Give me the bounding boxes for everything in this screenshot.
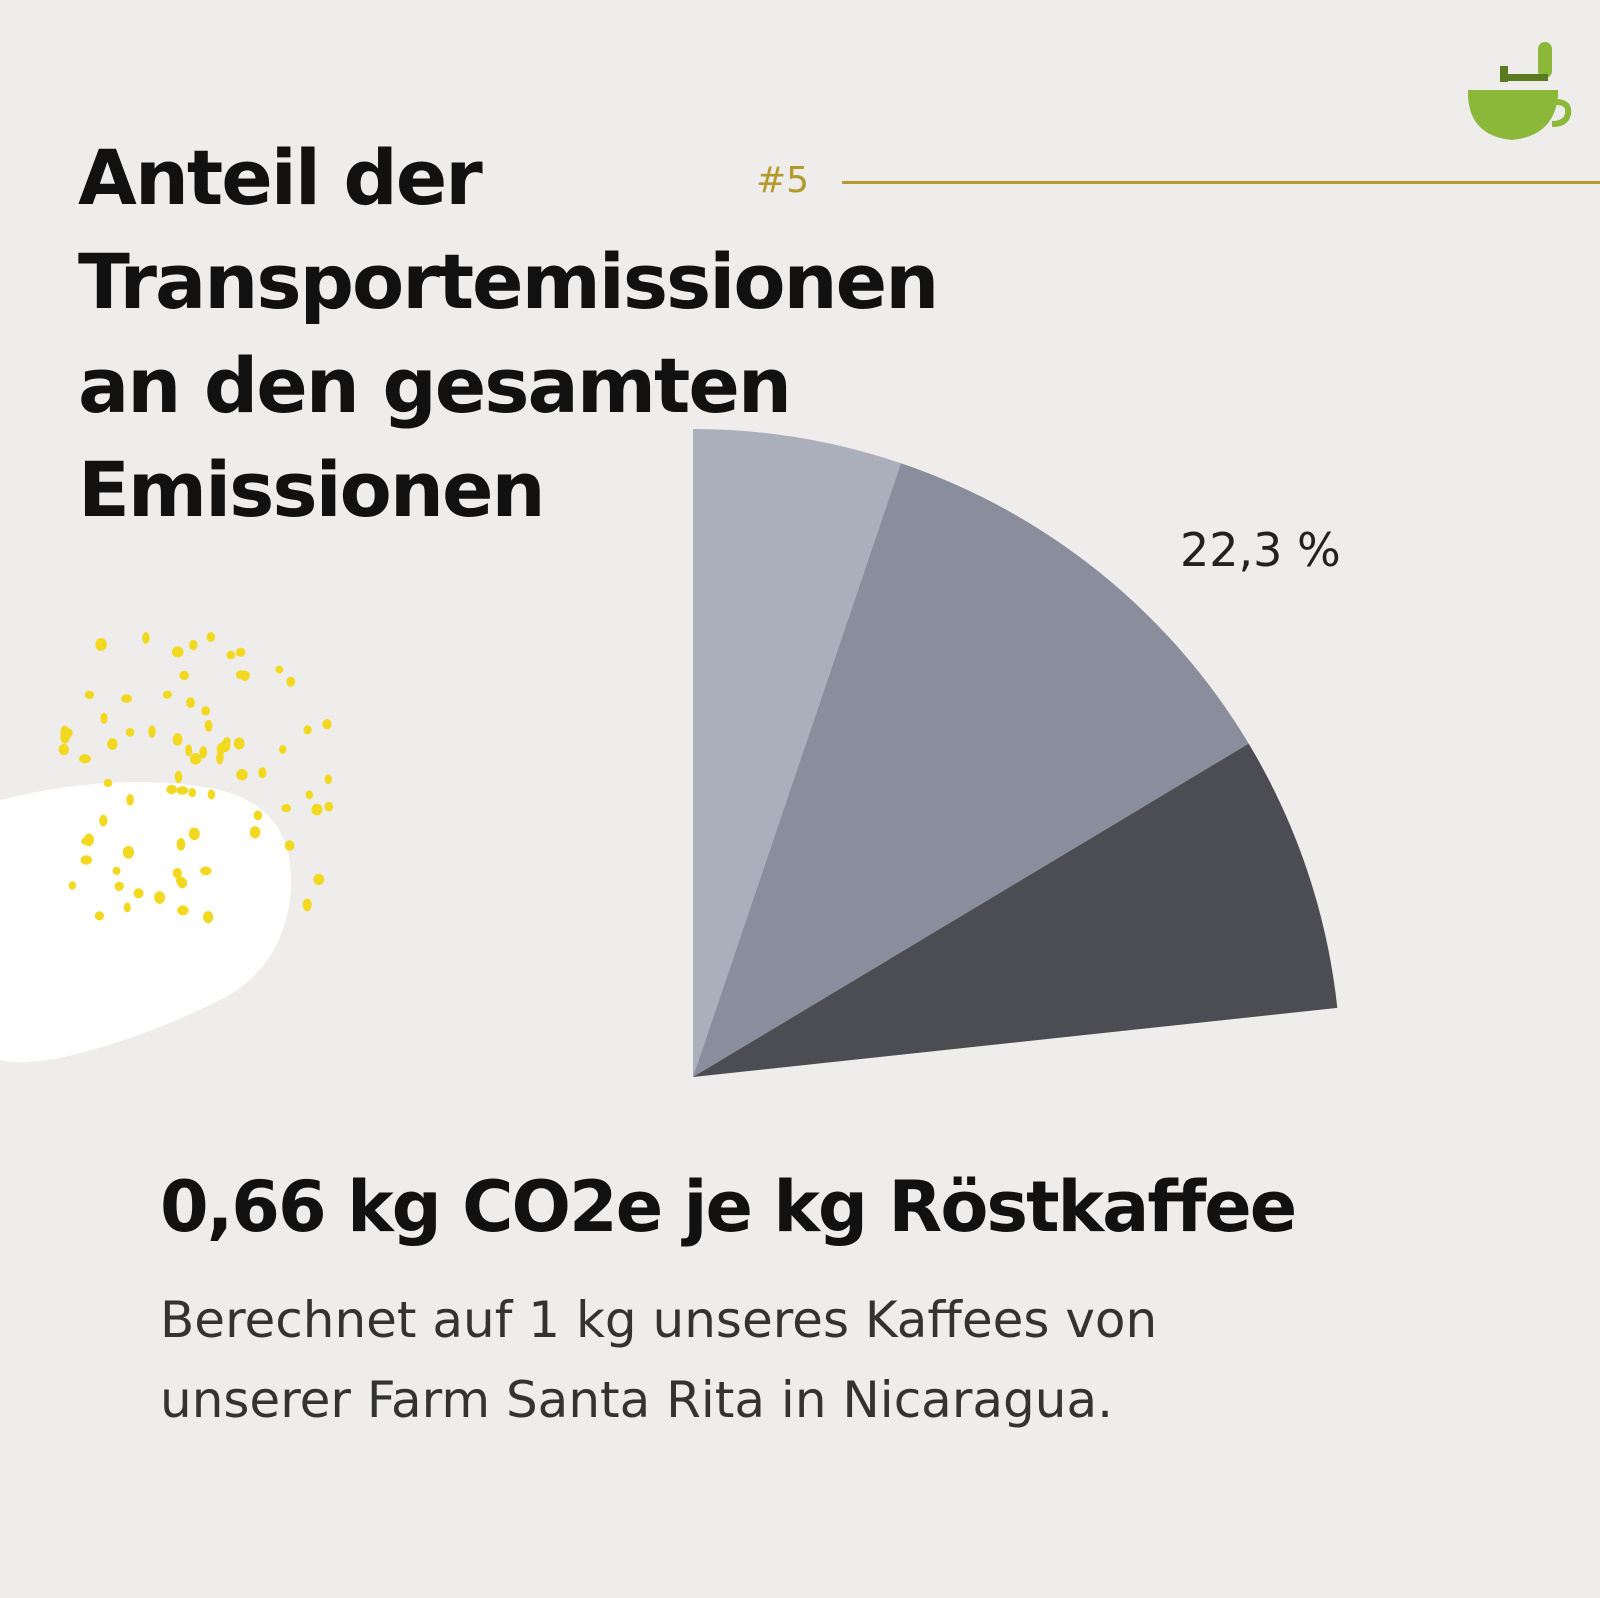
decor-dot	[216, 751, 224, 765]
slide-number-tag: #5	[756, 160, 810, 201]
decor-dot	[207, 789, 216, 800]
title-line-2: Transportemissionen	[78, 237, 939, 326]
decor-dot	[83, 833, 94, 847]
decor-dot	[112, 866, 121, 875]
decor-dot	[236, 769, 248, 781]
decor-dot	[324, 774, 332, 785]
dot-pattern-decoration	[0, 632, 334, 1063]
decor-dot	[189, 753, 202, 765]
decor-dot	[305, 790, 313, 800]
decor-dot	[236, 647, 246, 657]
decor-dot	[166, 784, 177, 795]
pie-slice-2	[693, 463, 1249, 1078]
decor-dot	[199, 746, 207, 759]
decor-dot	[107, 738, 118, 750]
decor-dot	[162, 690, 172, 699]
page-title: Anteil der Transportemissionen an den ge…	[78, 126, 939, 542]
decor-dot	[253, 810, 263, 821]
decor-dot	[177, 905, 189, 916]
decor-dot	[324, 801, 334, 812]
decor-dot	[79, 754, 91, 764]
decor-dot	[58, 744, 69, 756]
decor-dot	[179, 670, 189, 681]
decor-dot	[233, 737, 245, 750]
decor-dot	[201, 706, 211, 716]
decor-dot	[174, 770, 183, 784]
decor-dot	[203, 911, 214, 924]
decor-dot	[133, 888, 144, 899]
decor-dot	[186, 697, 196, 708]
decor-dot	[258, 767, 267, 779]
title-line-4: Emissionen	[78, 445, 546, 534]
description-line-1: Berechnet auf 1 kg unseres Kaffees von	[160, 1291, 1158, 1349]
decor-dot	[80, 855, 93, 865]
decor-dot	[249, 826, 261, 839]
decor-dot	[204, 719, 213, 732]
description-line-2: unserer Farm Santa Rita in Nicaragua.	[160, 1371, 1113, 1429]
decor-dot	[206, 632, 216, 642]
description: Berechnet auf 1 kg unseres Kaffees von u…	[160, 1280, 1360, 1440]
decor-dot	[103, 778, 113, 788]
decor-dot	[188, 827, 200, 841]
decor-dot	[126, 794, 134, 806]
decor-dot	[223, 737, 231, 746]
decor-dot	[171, 646, 184, 658]
decor-dot	[176, 786, 189, 795]
decor-dot	[114, 881, 124, 891]
title-line-3: an den gesamten	[78, 341, 792, 430]
decor-dot	[188, 788, 196, 798]
decor-dot	[303, 725, 312, 735]
decor-dot	[275, 665, 284, 674]
decor-dot	[95, 638, 107, 651]
decor-dot	[279, 745, 287, 754]
decor-dot	[200, 866, 212, 876]
decor-dot	[175, 876, 186, 885]
decor-dot	[125, 727, 135, 737]
decor-dot	[148, 725, 156, 738]
decor-dot	[60, 725, 70, 739]
pie-slice-3	[693, 743, 1338, 1077]
decor-dot	[226, 650, 236, 660]
emission-headline: 0,66 kg CO2e je kg Röstkaffee	[160, 1166, 1297, 1248]
coffee-grinder-logo-icon	[1468, 42, 1572, 140]
decor-dot	[281, 804, 292, 813]
decor-dot	[142, 632, 150, 644]
decor-dot	[100, 712, 108, 724]
decor-dot	[284, 840, 295, 851]
decor-dot	[123, 902, 131, 913]
decor-dot	[99, 814, 108, 827]
decor-dot	[154, 891, 166, 904]
decor-dot	[68, 881, 77, 890]
decor-dot	[235, 670, 247, 680]
decor-dot	[302, 898, 312, 912]
tag-divider-line	[842, 181, 1600, 184]
decor-dot	[172, 733, 183, 746]
decor-dot	[313, 873, 325, 886]
decor-dot	[286, 676, 296, 687]
decor-dot	[122, 845, 134, 859]
title-line-1: Anteil der	[78, 133, 483, 222]
chart-total-label: 22,3 %	[1180, 523, 1341, 577]
decor-dot	[172, 868, 182, 879]
decor-dot	[176, 838, 186, 851]
decor-dot	[311, 803, 323, 816]
decor-dot	[121, 694, 132, 703]
decor-dot	[84, 690, 94, 700]
decor-dot	[322, 719, 332, 730]
decor-dot	[185, 744, 193, 757]
decor-dot	[189, 639, 198, 651]
decor-dot	[94, 911, 104, 921]
